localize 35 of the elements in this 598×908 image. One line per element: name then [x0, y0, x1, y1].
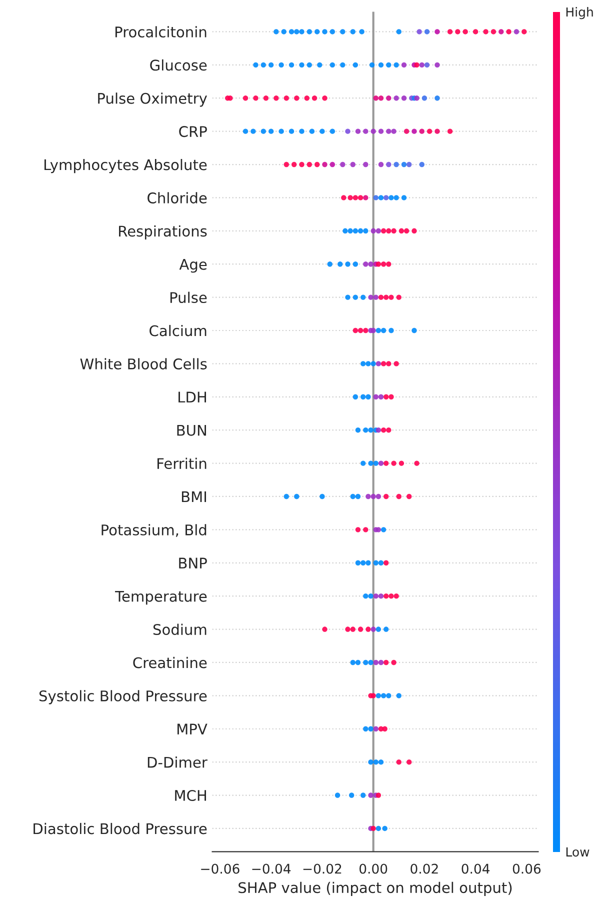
- y-tick-label: BNP: [179, 558, 207, 568]
- x-tick-label: 0.00: [360, 864, 388, 874]
- y-tick-label: Glucose: [150, 59, 207, 71]
- y-tick-label: Respirations: [119, 225, 207, 240]
- y-tick-label: Calcium: [150, 324, 206, 336]
- y-tick-label: Systolic Blood Pressure: [39, 690, 207, 704]
- y-tick-label: BMI: [182, 491, 206, 502]
- y-tick-label: D-Dimer: [148, 756, 208, 768]
- y-tick-label: White Blood Cells: [80, 358, 207, 370]
- y-tick-label: Chloride: [148, 192, 207, 204]
- x-tick-label: −0.02: [303, 864, 342, 874]
- y-tick-label: Temperature: [115, 590, 207, 605]
- x-axis-title: SHAP value (impact on model output): [238, 882, 512, 896]
- y-tick-label: CRP: [179, 126, 207, 138]
- y-tick-label: Lymphocytes Absolute: [44, 158, 207, 174]
- y-tick-label: Procalcitonin: [115, 26, 206, 38]
- x-tick-label: −0.06: [201, 864, 240, 874]
- y-tick-label: Diastolic Blood Pressure: [34, 822, 207, 834]
- x-tick-label: 0.04: [462, 864, 490, 874]
- y-tick-label: Sodium: [153, 624, 206, 636]
- y-tick-label: Pulse Oximetry: [98, 92, 207, 107]
- y-tick-label: Creatinine: [133, 656, 207, 668]
- x-tick-label: −0.04: [252, 864, 291, 874]
- color-bar-label: High: [566, 7, 593, 20]
- y-tick-label: Potassium, Bld: [102, 524, 206, 537]
- color-bar-label: Low: [566, 847, 590, 857]
- y-tick-label: LDH: [178, 392, 206, 402]
- y-tick-label: BUN: [177, 425, 206, 436]
- y-tick-label: MCH: [175, 790, 206, 802]
- x-tick-label: 0.06: [512, 864, 541, 874]
- y-tick-label: MPV: [178, 724, 208, 734]
- x-tick-label: 0.02: [410, 864, 438, 874]
- y-tick-label: Pulse: [170, 292, 207, 304]
- y-tick-label: Ferritin: [158, 458, 206, 470]
- y-tick-label: Age: [179, 259, 207, 273]
